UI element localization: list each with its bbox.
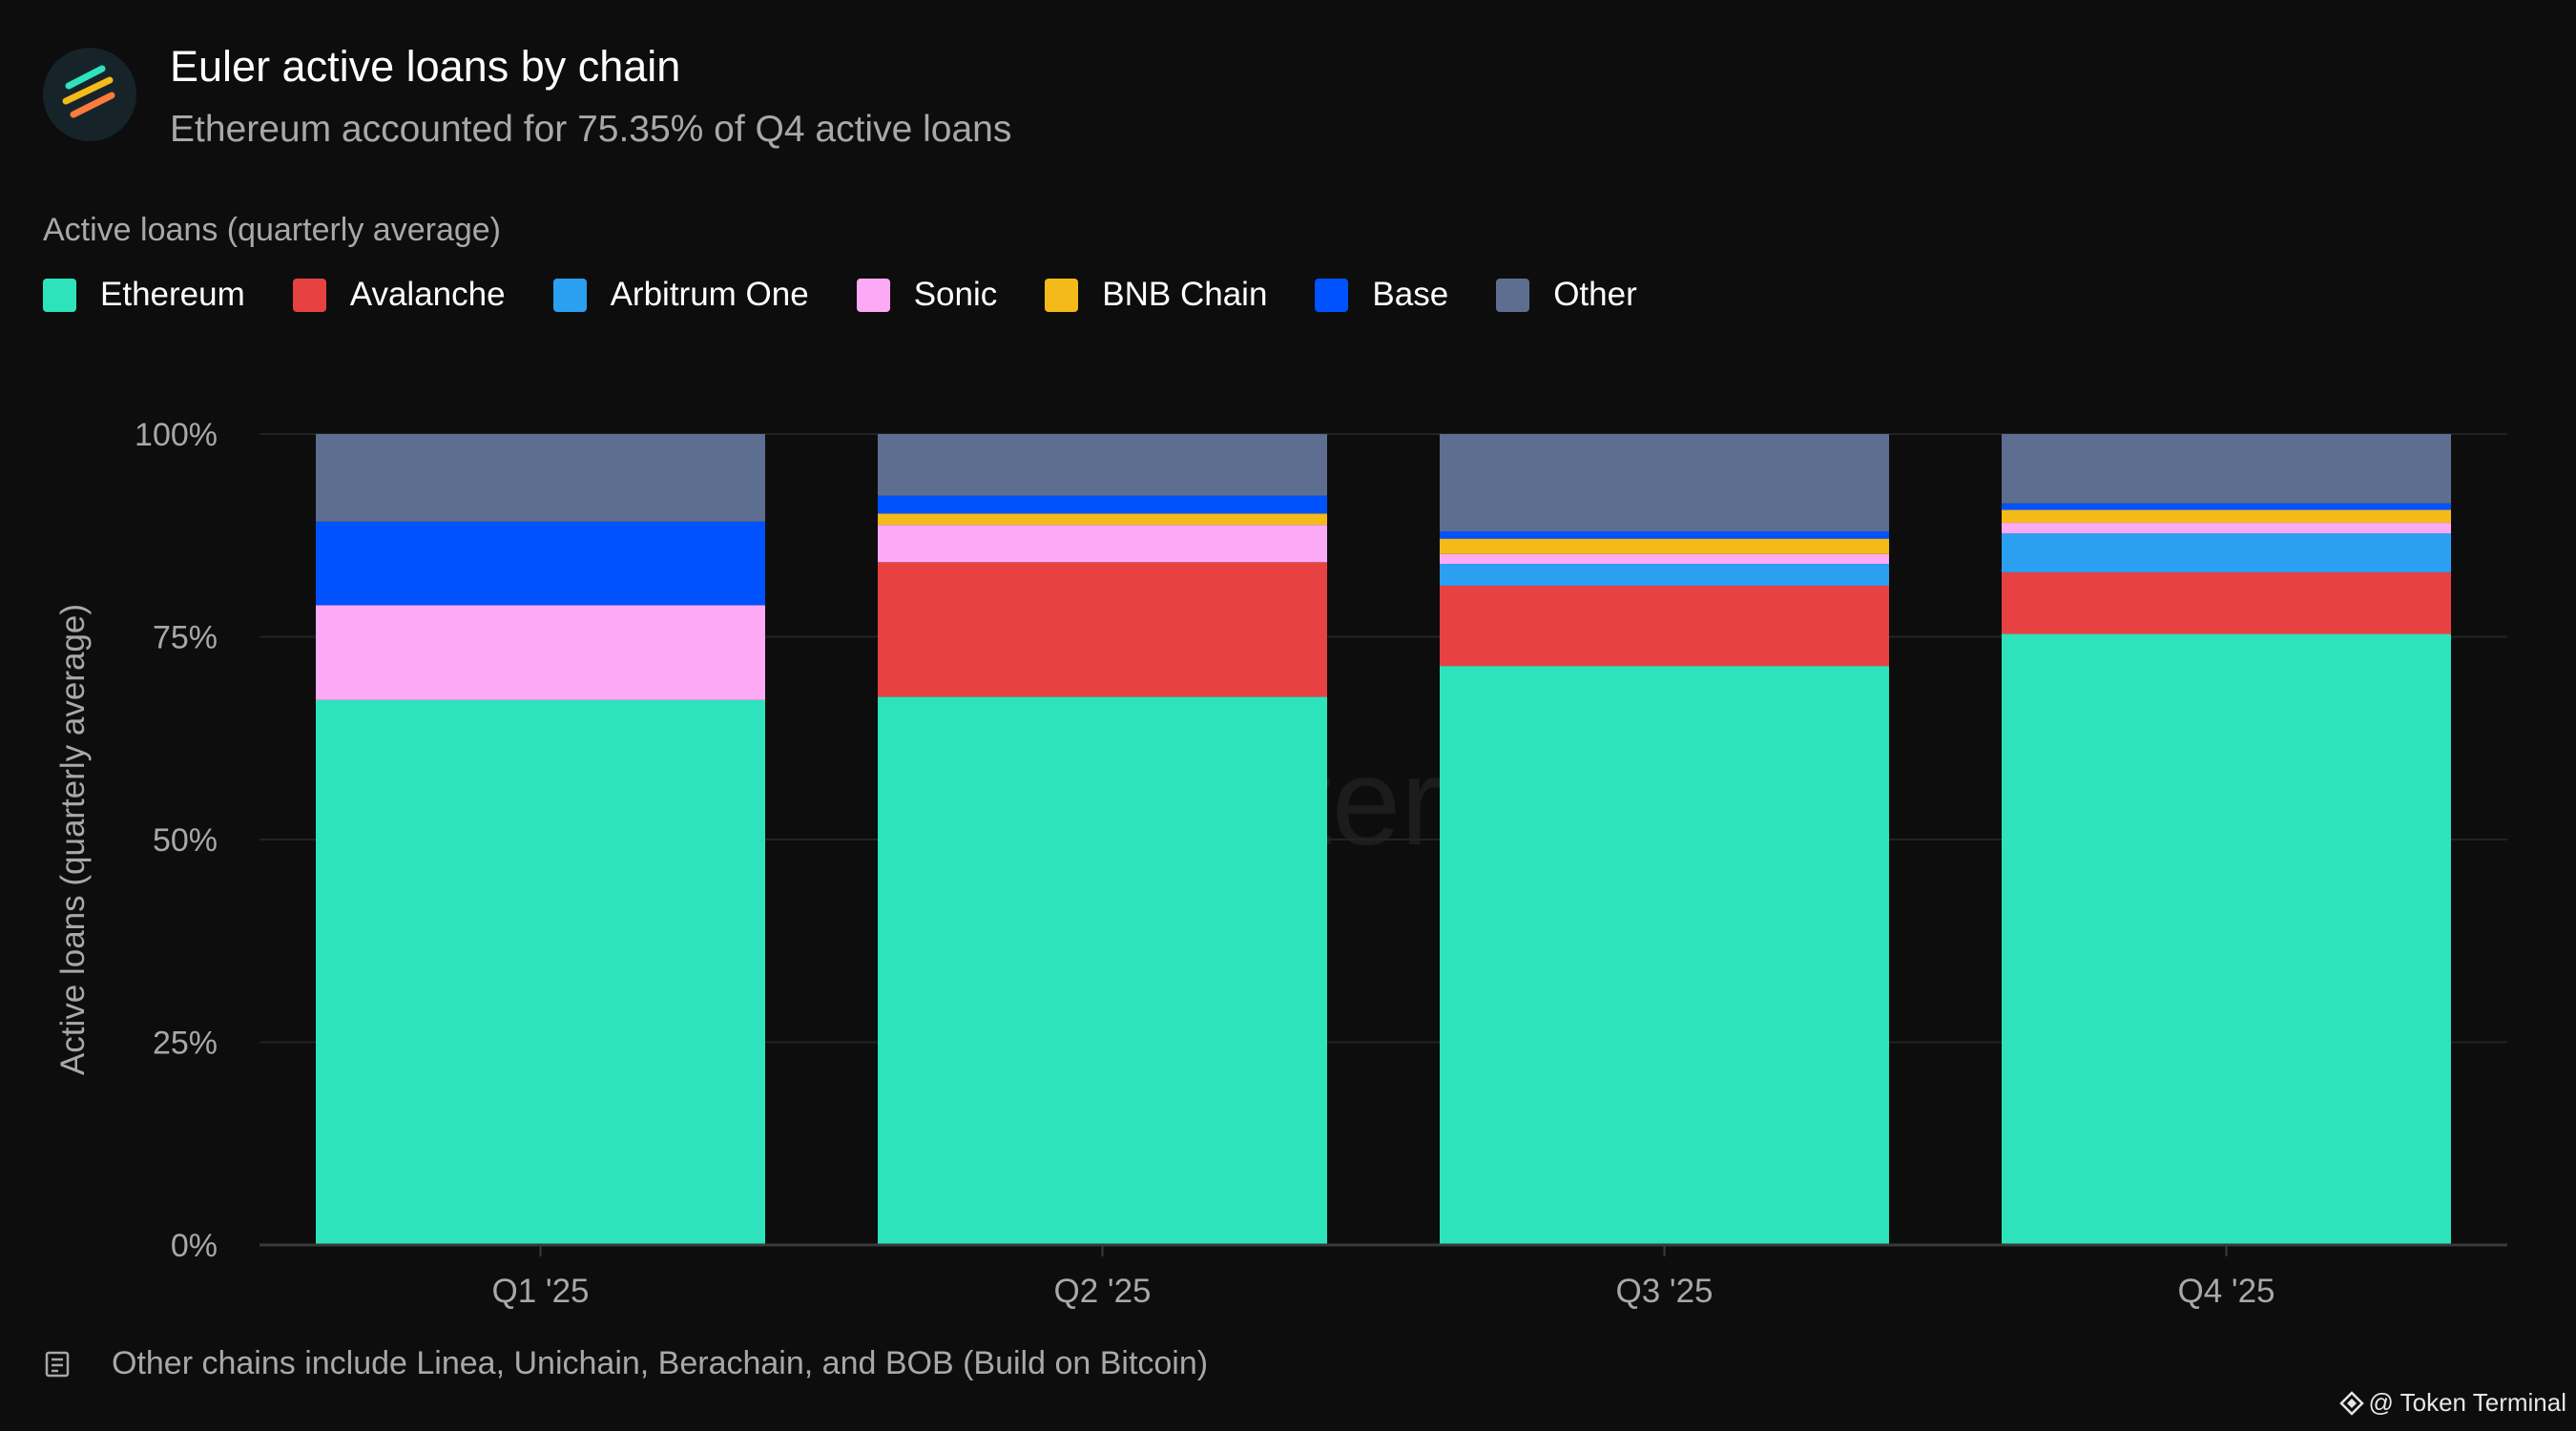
legend-label: BNB Chain bbox=[1102, 276, 1268, 313]
legend-item-bnb-chain[interactable]: BNB Chain bbox=[1045, 276, 1267, 314]
chart-subtitle: Ethereum accounted for 75.35% of Q4 acti… bbox=[170, 109, 1012, 150]
legend-item-avalanche[interactable]: Avalanche bbox=[292, 276, 506, 314]
bar-segment-avalanche bbox=[2002, 571, 2451, 634]
legend-swatch bbox=[1315, 278, 1349, 312]
legend-label: Arbitrum One bbox=[610, 276, 809, 313]
bar-segment-sonic bbox=[878, 525, 1327, 563]
legend-item-base[interactable]: Base bbox=[1315, 276, 1448, 314]
legend-item-arbitrum-one[interactable]: Arbitrum One bbox=[552, 276, 809, 314]
x-tick-label: Q2 '25 bbox=[1053, 1273, 1151, 1310]
legend-label: Other bbox=[1553, 276, 1637, 313]
bar-segment-base bbox=[2002, 503, 2451, 510]
y-tick-label: 50% bbox=[153, 822, 218, 859]
bar-segment-arbitrum-one bbox=[1440, 564, 1889, 586]
legend-swatch bbox=[552, 278, 587, 312]
bar-segment-avalanche bbox=[878, 562, 1327, 697]
footnote: Other chains include Linea, Unichain, Be… bbox=[43, 1345, 1208, 1382]
legend-label: Avalanche bbox=[349, 276, 506, 313]
y-tick-label: 75% bbox=[153, 620, 218, 656]
x-tick-label: Q3 '25 bbox=[1615, 1273, 1713, 1310]
x-tick-label: Q4 '25 bbox=[2177, 1273, 2275, 1310]
bar-segment-bnb-chain bbox=[2002, 509, 2451, 524]
chart-legend: Ethereum Avalanche Arbitrum One Sonic BNB Ch… bbox=[43, 271, 1685, 319]
bar-segment-other bbox=[1440, 434, 1889, 531]
bar-segment-sonic bbox=[2002, 523, 2451, 534]
credit: @ Token Terminal bbox=[2339, 1388, 2566, 1418]
y-tick-label: 0% bbox=[171, 1228, 218, 1264]
legend-item-sonic[interactable]: Sonic bbox=[856, 276, 998, 314]
bar-segment-arbitrum-one bbox=[2002, 533, 2451, 572]
legend-title: Active loans (quarterly average) bbox=[43, 212, 502, 248]
bar-segment-base bbox=[878, 495, 1327, 514]
bar-segment-ethereum bbox=[1440, 666, 1889, 1245]
legend-swatch bbox=[43, 278, 76, 312]
legend-swatch bbox=[1045, 278, 1079, 312]
bar-segment-ethereum bbox=[316, 699, 765, 1245]
euler-logo bbox=[43, 48, 136, 141]
bar-segment-other bbox=[878, 434, 1327, 496]
note-icon bbox=[45, 1351, 70, 1377]
bar-segment-sonic bbox=[1440, 553, 1889, 564]
stacked-bar-chart: token terminal_0%25%50%75%100%Active loa… bbox=[54, 417, 2507, 1310]
bar-segment-ethereum bbox=[878, 696, 1327, 1245]
legend-label: Ethereum bbox=[100, 276, 245, 313]
bar-segment-other bbox=[316, 434, 765, 522]
bar-segment-bnb-chain bbox=[878, 513, 1327, 526]
legend-swatch bbox=[292, 278, 326, 312]
bar-segment-other bbox=[2002, 434, 2451, 504]
legend-item-ethereum[interactable]: Ethereum bbox=[43, 276, 245, 314]
y-tick-label: 100% bbox=[135, 417, 218, 453]
bar-segment-bnb-chain bbox=[1440, 538, 1889, 554]
y-axis-title: Active loans (quarterly average) bbox=[54, 604, 92, 1075]
credit-text: @ Token Terminal bbox=[2368, 1388, 2566, 1417]
y-tick-label: 25% bbox=[153, 1026, 218, 1062]
legend-item-other[interactable]: Other bbox=[1496, 276, 1637, 314]
legend-swatch bbox=[1496, 278, 1530, 312]
bar-segment-base bbox=[316, 521, 765, 606]
legend-label: Sonic bbox=[913, 276, 998, 313]
legend-label: Base bbox=[1372, 276, 1449, 313]
bar-segment-sonic bbox=[316, 605, 765, 700]
bar-segment-ethereum bbox=[2002, 633, 2451, 1245]
footnote-text: Other chains include Linea, Unichain, Be… bbox=[112, 1345, 1209, 1381]
bar-segment-base bbox=[1440, 531, 1889, 539]
bar-segment-avalanche bbox=[1440, 585, 1889, 667]
token-terminal-icon bbox=[2339, 1390, 2365, 1416]
chart-title: Euler active loans by chain bbox=[170, 42, 681, 91]
legend-swatch bbox=[856, 278, 890, 312]
x-tick-label: Q1 '25 bbox=[491, 1273, 589, 1310]
